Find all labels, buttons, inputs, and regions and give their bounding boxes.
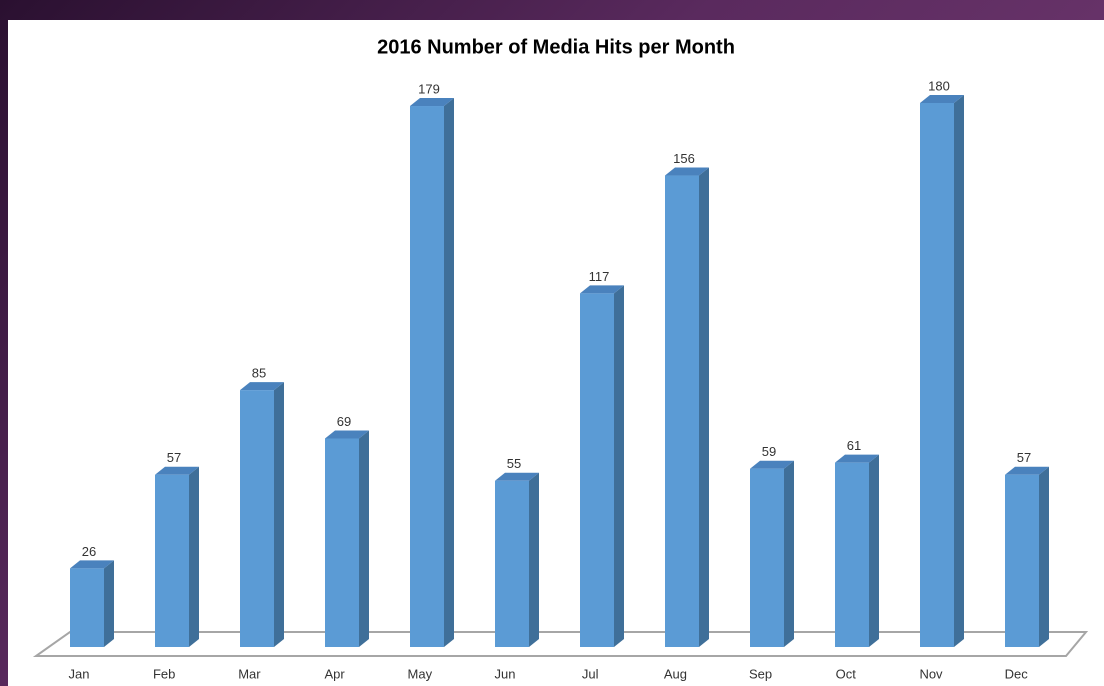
bar-front [750, 468, 784, 647]
bar [495, 472, 539, 647]
bar-top [1005, 466, 1049, 475]
bar-front [835, 462, 869, 647]
bar [410, 98, 454, 648]
value-label: 55 [507, 456, 521, 471]
bar [325, 430, 369, 647]
x-tick-label: Dec [1005, 666, 1029, 681]
bar-side [614, 285, 624, 647]
bar-top [580, 285, 624, 294]
bar-front [580, 293, 614, 647]
bar [240, 382, 284, 647]
x-tick-label: Apr [324, 666, 345, 681]
bar-top [410, 98, 454, 107]
value-label: 156 [673, 151, 695, 166]
bar-top [325, 430, 369, 439]
bar-front [325, 438, 359, 647]
value-label: 57 [1017, 450, 1031, 465]
value-label: 59 [762, 444, 776, 459]
bar-top [920, 95, 964, 103]
bar-side [869, 454, 879, 647]
bar-top [750, 460, 794, 469]
bar-front [1005, 474, 1039, 647]
bar [750, 460, 794, 647]
bar-side [784, 460, 794, 647]
bar [1005, 466, 1049, 647]
bar [70, 560, 114, 647]
bar-front [70, 568, 104, 647]
bar [580, 285, 624, 647]
bar-side [1039, 466, 1049, 647]
bar-side [274, 382, 284, 647]
value-label: 180 [928, 78, 950, 93]
bar [665, 167, 709, 648]
bar-side [529, 472, 539, 647]
bar-front [410, 106, 444, 648]
value-label: 117 [589, 269, 610, 284]
x-tick-label: Mar [238, 666, 261, 681]
bar-front [240, 390, 274, 647]
bar-side [359, 430, 369, 647]
bar-side [104, 560, 114, 647]
value-label: 57 [167, 450, 181, 465]
bar [155, 466, 199, 647]
bar-top [495, 472, 539, 481]
bar-side [954, 95, 964, 647]
value-label: 69 [337, 414, 351, 429]
bar-front [495, 480, 529, 647]
value-label: 61 [847, 438, 861, 453]
bar-side [444, 98, 454, 648]
x-tick-label: Jan [69, 666, 90, 681]
floor [32, 631, 1089, 657]
bar-side [189, 466, 199, 647]
bar-top [155, 466, 199, 475]
x-tick-label: Jun [495, 666, 516, 681]
x-tick-label: May [408, 666, 433, 681]
bar-top [240, 382, 284, 391]
bar [835, 454, 879, 647]
bar-front [665, 175, 699, 648]
x-tick-label: Feb [153, 666, 175, 681]
x-tick-label: Sep [749, 666, 772, 681]
value-label: 85 [252, 366, 266, 381]
x-tick-label: Oct [836, 666, 857, 681]
x-tick-label: Jul [582, 666, 599, 681]
bar-top [70, 560, 114, 569]
value-label: 179 [418, 81, 440, 96]
bar-front [155, 474, 189, 647]
value-label: 26 [82, 544, 96, 559]
bar-side [699, 167, 709, 648]
bar [920, 95, 964, 647]
bar-top [835, 454, 879, 463]
x-tick-label: Aug [664, 666, 687, 681]
x-tick-label: Nov [919, 666, 943, 681]
chart-title: 2016 Number of Media Hits per Month [377, 36, 735, 58]
bar-top [665, 167, 709, 176]
bar-front [920, 103, 954, 647]
